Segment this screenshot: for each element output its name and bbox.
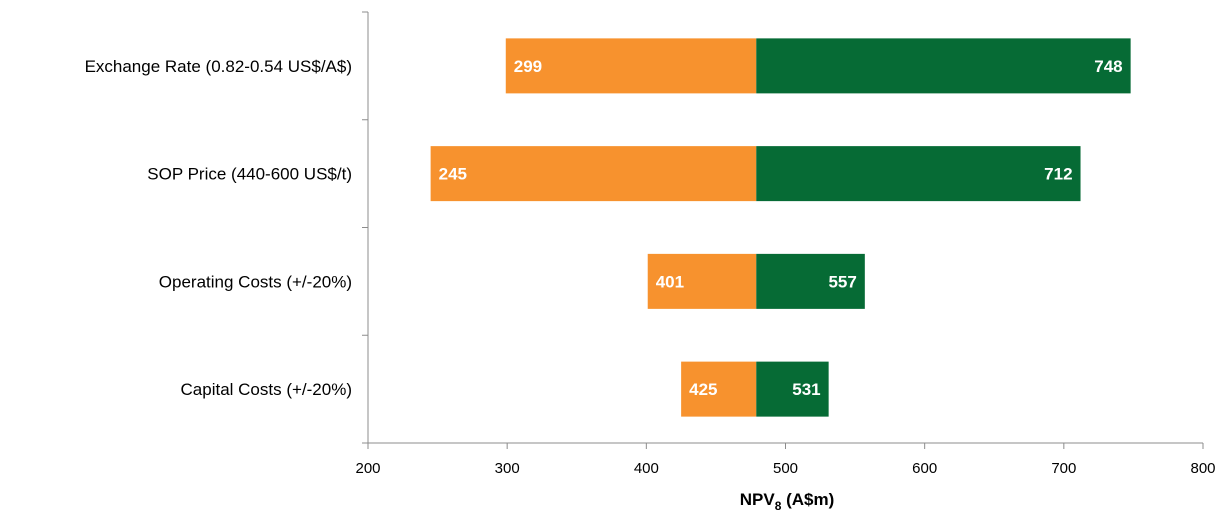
data-label-high: 557: [828, 272, 856, 291]
category-label: Capital Costs (+/-20%): [181, 380, 352, 399]
plot-area: 299 748 245 712 401 557 425 531: [430, 38, 1131, 417]
x-tick-label: 400: [634, 460, 659, 477]
data-label-low: 245: [439, 165, 467, 184]
data-label-low: 401: [656, 272, 684, 291]
bar-low: [681, 361, 757, 417]
x-tick-label: 200: [355, 460, 380, 477]
bar-high: [756, 361, 829, 417]
x-tick-label: 700: [1051, 460, 1076, 477]
data-label-low: 299: [514, 57, 542, 76]
bar-low: [430, 146, 757, 202]
x-tick-label: 800: [1190, 460, 1215, 477]
bar-high: [756, 146, 1081, 202]
x-tick-label: 600: [912, 460, 937, 477]
data-label-low: 425: [689, 380, 717, 399]
data-label-high: 748: [1094, 57, 1122, 76]
y-axis: Exchange Rate (0.82-0.54 US$/A$) SOP Pric…: [85, 11, 369, 444]
x-tick-label: 500: [773, 460, 798, 477]
category-label: Exchange Rate (0.82-0.54 US$/A$): [85, 57, 352, 76]
data-label-high: 531: [792, 380, 820, 399]
bar-low: [505, 38, 757, 94]
category-label: SOP Price (440-600 US$/t): [147, 165, 352, 184]
x-axis: 200 300 400 500 600 700 800: [355, 442, 1216, 477]
bar-high: [756, 253, 865, 309]
bar-high: [756, 38, 1131, 94]
x-tick-label: 300: [495, 460, 520, 477]
bar-low: [647, 253, 757, 309]
data-label-high: 712: [1044, 165, 1072, 184]
x-axis-title: NPV8 (A$m): [740, 490, 835, 513]
category-label: Operating Costs (+/-20%): [159, 272, 352, 291]
